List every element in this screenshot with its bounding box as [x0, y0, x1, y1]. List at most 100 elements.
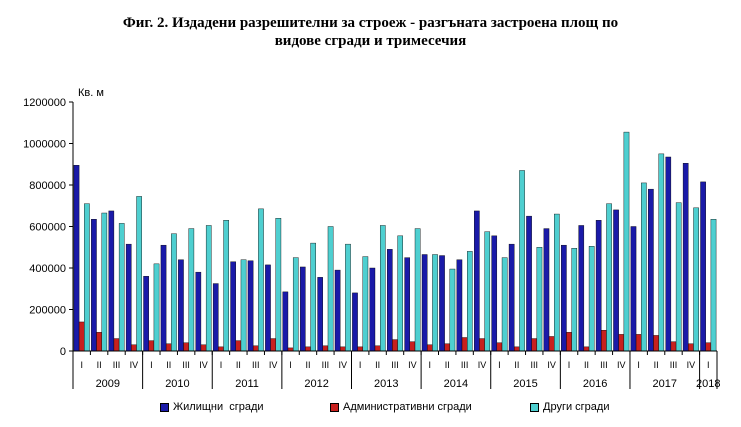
- chart-title-line-2: видове сгради и тримесечия: [274, 33, 467, 49]
- bar-other: [675, 202, 682, 352]
- bar-administrative: [322, 345, 329, 352]
- bar-administrative: [670, 341, 677, 352]
- bar-other: [536, 247, 543, 352]
- x-tick-label: IV: [617, 360, 626, 370]
- year-label: 2017: [653, 378, 677, 390]
- bar-administrative: [514, 346, 520, 352]
- bar-residential: [369, 267, 376, 352]
- x-tick-label: IV: [269, 360, 278, 370]
- x-tick-label: II: [236, 360, 241, 370]
- chart-title-line-1: Фиг. 2. Издадени разрешителни за строеж …: [122, 15, 619, 31]
- bar-other: [327, 226, 334, 352]
- bar-administrative: [461, 337, 468, 352]
- bar-residential: [508, 243, 515, 352]
- year-label: 2012: [304, 378, 328, 390]
- bar-other: [101, 212, 108, 352]
- bar-administrative: [131, 344, 137, 352]
- bar-residential: [195, 271, 202, 352]
- y-tick-label: 800000: [29, 180, 66, 192]
- bar-residential: [700, 181, 706, 352]
- x-tick-label: I: [220, 360, 223, 370]
- bar-residential: [91, 219, 97, 352]
- bar-other: [362, 256, 369, 352]
- x-tick-label: IV: [687, 360, 696, 370]
- bar-other: [136, 196, 142, 352]
- legend-item-administrative: Административни сгради: [330, 401, 472, 413]
- bar-other: [310, 242, 316, 352]
- legend-item-other: Други сгради: [530, 401, 609, 413]
- x-tick-label: I: [289, 360, 292, 370]
- bar-administrative: [78, 321, 85, 352]
- x-tick-label: I: [637, 360, 640, 370]
- bar-other: [292, 257, 299, 352]
- bar-administrative: [409, 341, 416, 352]
- bar-residential: [265, 264, 271, 352]
- legend-label-residential: Жилищни сгради: [173, 401, 264, 413]
- bar-administrative: [183, 342, 189, 352]
- bar-residential: [282, 291, 289, 352]
- y-tick-label: 1000000: [23, 139, 66, 151]
- bar-residential: [160, 244, 167, 352]
- x-tick-label: III: [670, 360, 678, 370]
- y-tick-label: 200000: [29, 305, 66, 317]
- bar-other: [449, 268, 456, 352]
- year-label: 2009: [96, 378, 120, 390]
- bar-administrative: [374, 345, 381, 352]
- bar-residential: [334, 269, 341, 352]
- year-label: 2010: [165, 378, 189, 390]
- bar-residential: [421, 254, 428, 352]
- bar-residential: [526, 215, 532, 352]
- bar-other: [623, 131, 630, 352]
- year-label: 2016: [583, 378, 607, 390]
- bar-residential: [474, 210, 480, 352]
- bar-other: [606, 203, 612, 352]
- x-tick-label: III: [113, 360, 121, 370]
- bar-residential: [299, 266, 306, 352]
- bar-administrative: [165, 343, 172, 352]
- bar-administrative: [427, 344, 433, 352]
- x-tick-label: III: [322, 360, 330, 370]
- bar-administrative: [548, 336, 555, 352]
- year-label: 2015: [513, 378, 537, 390]
- chart-title: Фиг. 2. Издадени разрешителни за строеж …: [0, 14, 741, 50]
- bar-other: [710, 219, 717, 352]
- year-label: 2011: [235, 378, 259, 390]
- bar-administrative: [392, 339, 398, 352]
- bar-administrative: [96, 332, 102, 352]
- bar-residential: [230, 261, 236, 352]
- bar-other: [693, 207, 699, 352]
- bar-residential: [352, 292, 358, 352]
- year-label: 2014: [444, 378, 468, 390]
- bar-residential: [648, 188, 654, 352]
- bar-administrative: [496, 342, 503, 352]
- year-label: 2013: [374, 378, 398, 390]
- bar-other: [571, 248, 578, 352]
- bar-residential: [456, 259, 463, 352]
- bar-other: [171, 233, 177, 352]
- bar-residential: [439, 255, 445, 352]
- bar-administrative: [444, 343, 451, 352]
- bar-residential: [247, 260, 254, 352]
- bar-administrative: [601, 330, 607, 352]
- bar-residential: [613, 209, 619, 352]
- x-tick-label: III: [182, 360, 190, 370]
- legend-swatch-other: [530, 402, 539, 412]
- bar-other: [275, 217, 282, 352]
- x-tick-label: I: [498, 360, 501, 370]
- bar-other: [345, 243, 351, 352]
- legend: Жилищни сгради Административни сгради Др…: [0, 401, 741, 417]
- bar-administrative: [705, 342, 712, 352]
- bar-residential: [125, 243, 132, 352]
- bar-other: [205, 225, 212, 352]
- bar-administrative: [635, 334, 642, 352]
- bar-other: [188, 228, 195, 352]
- x-tick-label: III: [252, 360, 260, 370]
- x-tick-label: I: [150, 360, 153, 370]
- x-tick-label: III: [600, 360, 608, 370]
- bar-other: [258, 208, 264, 352]
- x-tick-label: IV: [339, 360, 348, 370]
- legend-item-residential: Жилищни сгради: [160, 401, 264, 413]
- x-tick-label: III: [530, 360, 538, 370]
- bar-residential: [595, 220, 602, 352]
- x-tick-label: I: [568, 360, 571, 370]
